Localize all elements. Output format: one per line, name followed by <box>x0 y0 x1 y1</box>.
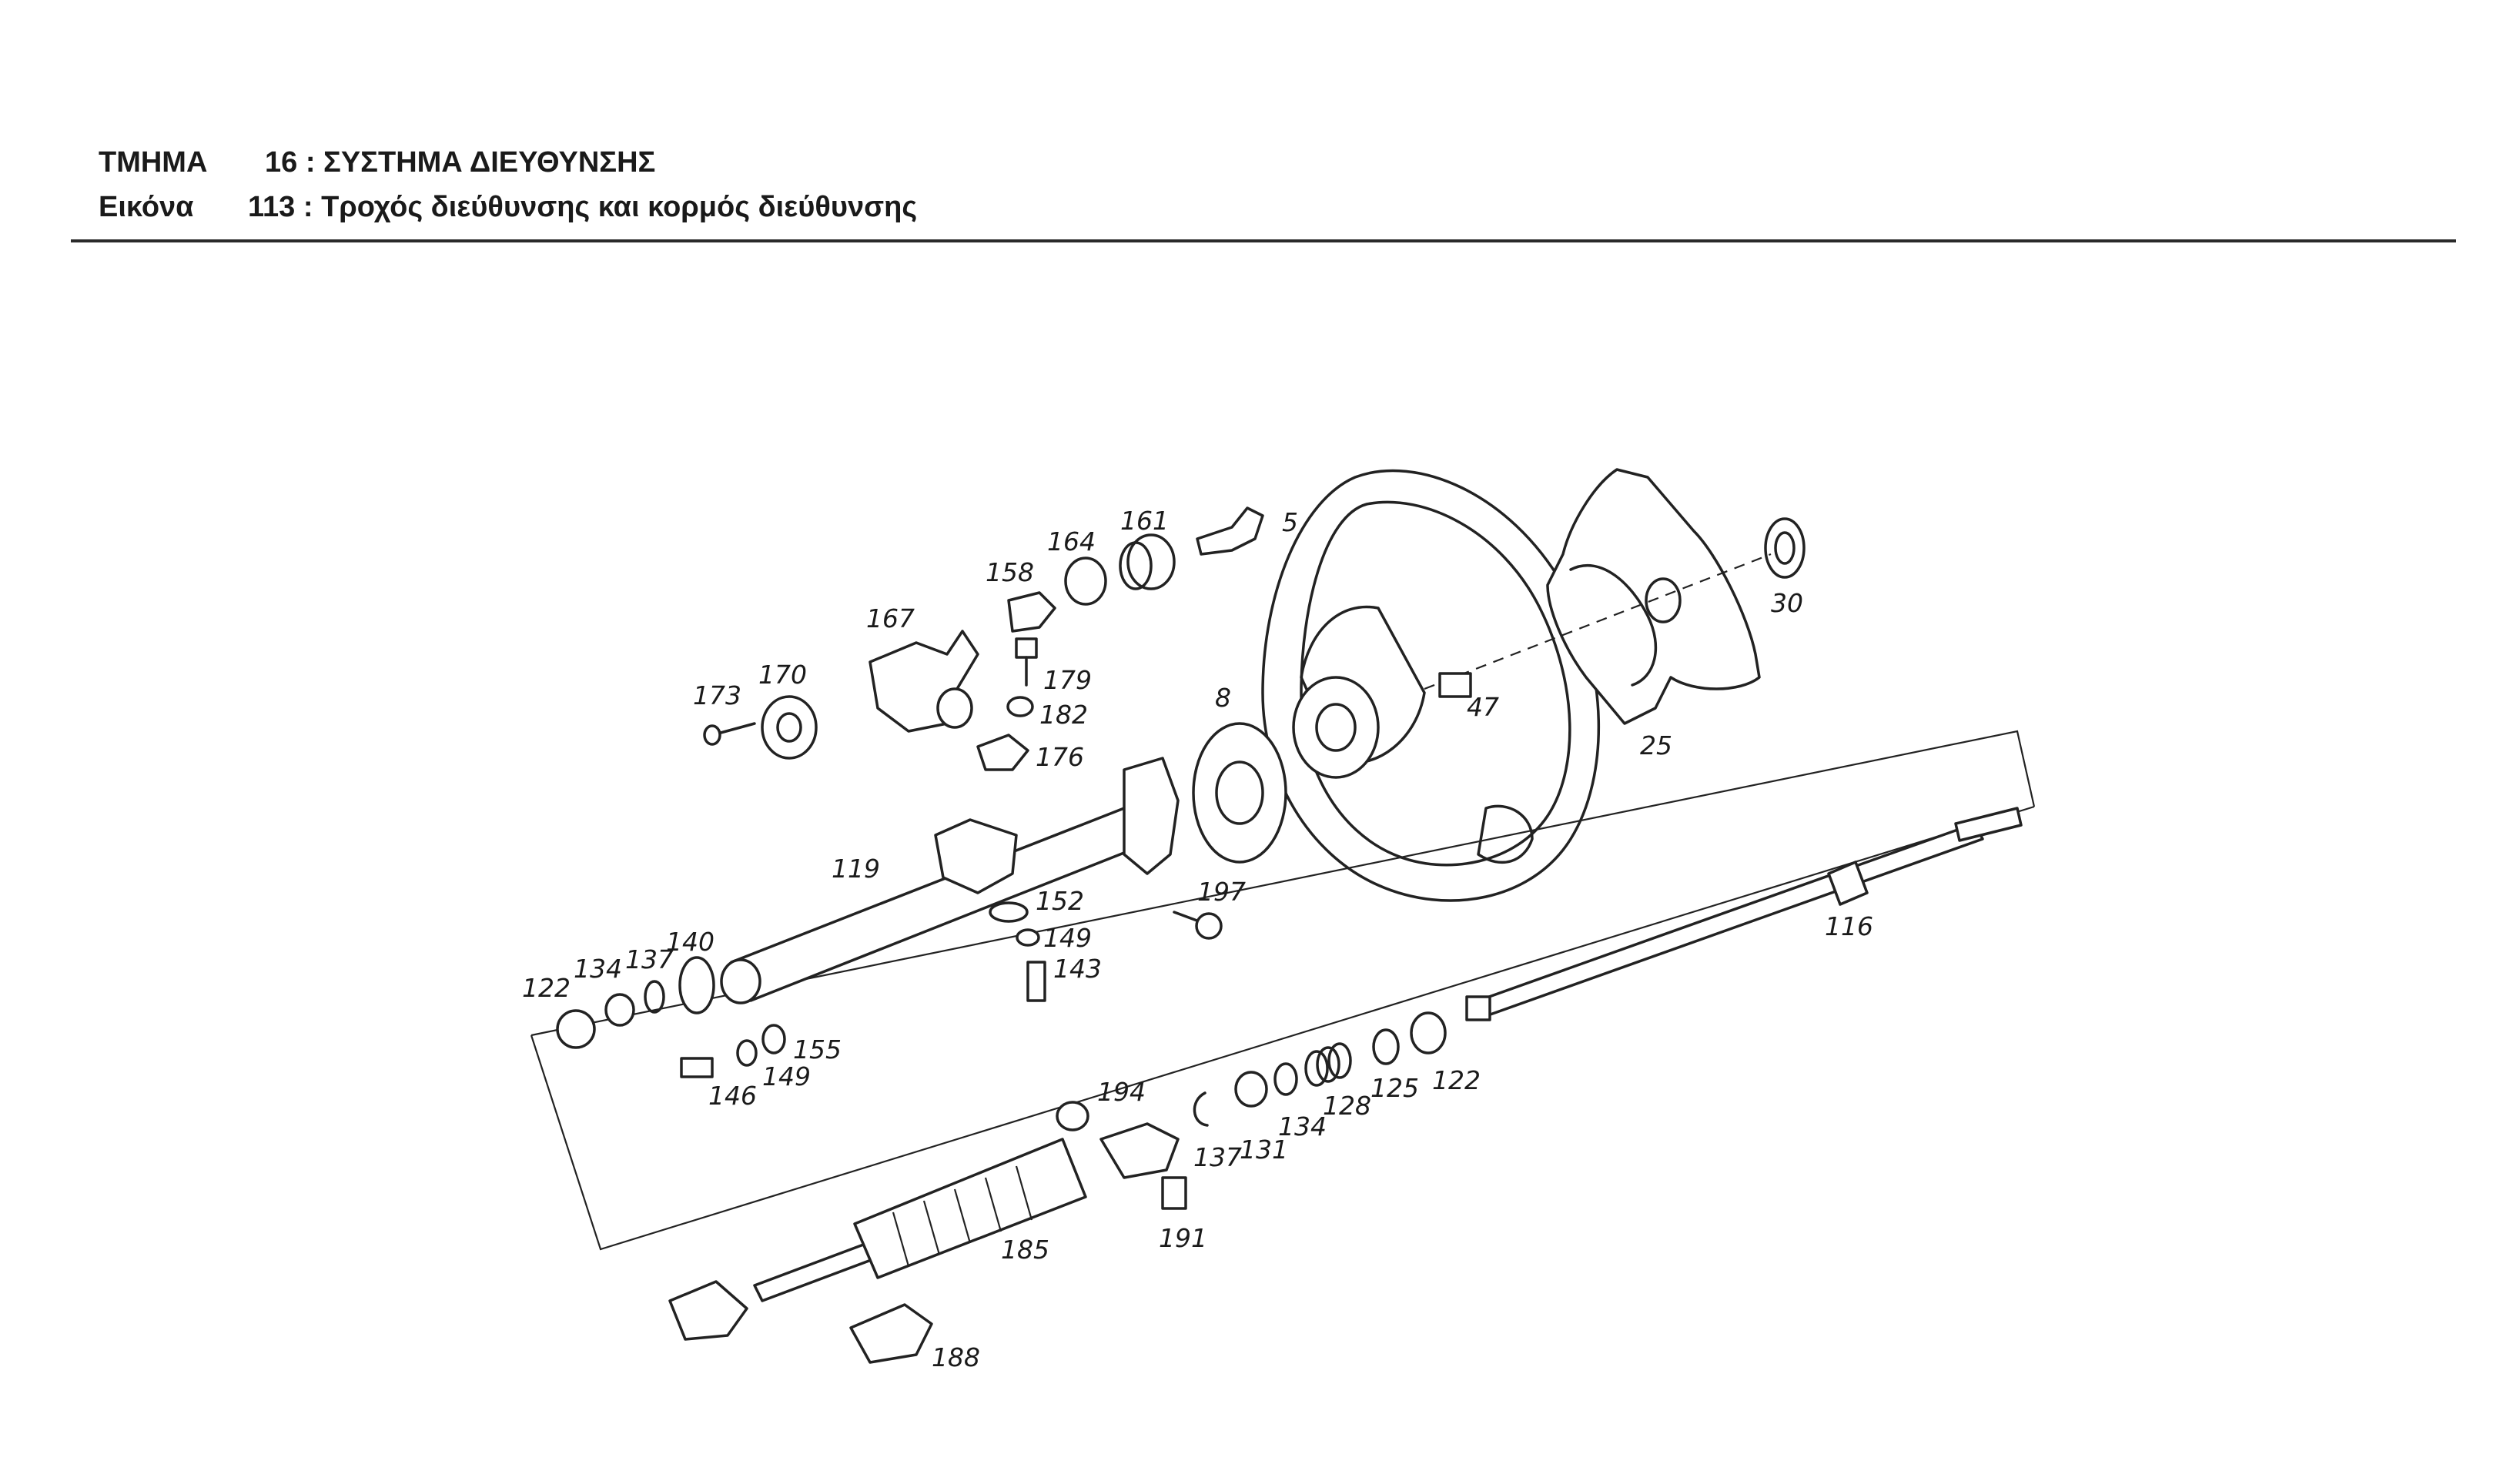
clamp-176 <box>976 734 1029 771</box>
header-divider <box>71 239 2456 242</box>
nut-134a <box>604 993 635 1027</box>
callout-122-upper: 122 <box>522 973 571 1003</box>
lock-bolt <box>1015 637 1038 687</box>
washer-131 <box>1234 1071 1268 1108</box>
nut-194 <box>1056 1101 1089 1131</box>
bolt-197 <box>1173 911 1223 940</box>
bushing-122b <box>1410 1011 1447 1055</box>
contact-plate <box>1192 722 1287 864</box>
steering-lock <box>868 630 979 733</box>
ignition-key <box>1196 506 1264 556</box>
washer-155 <box>761 1024 786 1055</box>
universal-joint-upper <box>1099 1122 1180 1179</box>
callout-25: 25 <box>1640 730 1672 760</box>
callout-176: 176 <box>1036 742 1084 772</box>
washer-149b <box>736 1039 758 1067</box>
steering-shaft <box>1465 807 2023 1021</box>
steering-wheel <box>1261 469 1601 902</box>
figure-label: Εικόνα <box>99 191 194 223</box>
callout-167: 167 <box>866 603 915 633</box>
callout-185: 185 <box>1001 1235 1049 1265</box>
callout-173: 173 <box>693 680 741 710</box>
callout-8: 8 <box>1215 683 1231 713</box>
callout-30: 30 <box>1771 588 1803 618</box>
callout-134-lower: 134 <box>1278 1111 1327 1141</box>
ring-125 <box>1372 1028 1400 1065</box>
horn-pad <box>1546 468 1761 725</box>
callout-194: 194 <box>1097 1077 1146 1107</box>
callout-191: 191 <box>1159 1223 1207 1253</box>
callout-140: 140 <box>666 927 715 957</box>
lock-cylinder <box>1119 533 1176 590</box>
circlip-137a <box>644 980 665 1014</box>
callout-152: 152 <box>1036 886 1084 916</box>
callout-179: 179 <box>1043 665 1092 695</box>
callout-197: 197 <box>1197 877 1246 907</box>
steering-column-tube <box>720 757 1180 1004</box>
spring-128 <box>1304 1042 1352 1087</box>
callout-170: 170 <box>758 660 807 690</box>
figure-title: 113 : Τροχός διεύθυνσης και κορμός διεύθ… <box>248 191 918 223</box>
universal-joint-lower <box>668 1280 748 1341</box>
callout-119: 119 <box>832 854 880 884</box>
spring-washer-149a <box>1016 928 1040 947</box>
callout-134-upper: 134 <box>574 954 622 984</box>
callout-149-upper: 149 <box>1043 923 1092 953</box>
callout-137-lower: 137 <box>1193 1142 1242 1172</box>
callout-131: 131 <box>1240 1135 1288 1165</box>
section-title: 16 : ΣΥΣΤΗΜΑ ΔΙΕΥΘΥΝΣΗΣ <box>265 146 656 179</box>
callout-137-upper: 137 <box>625 944 674 974</box>
ring-140 <box>678 956 715 1014</box>
callout-5: 5 <box>1282 507 1298 537</box>
callout-128: 128 <box>1323 1091 1371 1121</box>
lock-housing-small <box>1007 591 1056 633</box>
callout-125: 125 <box>1370 1073 1419 1103</box>
bolt-191 <box>1161 1176 1187 1210</box>
circlip-137b <box>1193 1091 1209 1127</box>
ring-134b <box>1273 1062 1298 1096</box>
callout-164: 164 <box>1047 526 1096 556</box>
callout-143: 143 <box>1053 954 1102 984</box>
centre-bolt <box>1424 553 1772 698</box>
universal-joint-188 <box>849 1303 933 1364</box>
callout-116: 116 <box>1825 911 1873 941</box>
bushing-122a <box>556 1009 596 1049</box>
callout-122-lower: 122 <box>1432 1065 1481 1095</box>
lock-sleeve <box>1064 556 1107 606</box>
switch-screw <box>703 722 756 746</box>
callout-158: 158 <box>986 557 1034 587</box>
callout-47: 47 <box>1467 692 1499 722</box>
bolt-146 <box>680 1057 714 1078</box>
callout-182: 182 <box>1039 700 1088 730</box>
callout-labels: 5 8 25 30 47 116 119 122 122 125 128 131… <box>522 506 1873 1372</box>
washer-152 <box>989 901 1029 923</box>
nut <box>1764 517 1806 579</box>
ignition-switch <box>761 695 818 760</box>
bolt-143 <box>1026 961 1046 1002</box>
section-label: ΤΜΗΜΑ <box>99 146 208 179</box>
callout-149-lower: 149 <box>762 1061 811 1091</box>
spring-washer-182 <box>1006 696 1034 717</box>
callout-161: 161 <box>1120 506 1169 536</box>
callout-188: 188 <box>932 1342 980 1372</box>
rubber-boot <box>853 1138 1087 1279</box>
callout-155: 155 <box>793 1034 842 1065</box>
callout-146: 146 <box>708 1081 757 1111</box>
